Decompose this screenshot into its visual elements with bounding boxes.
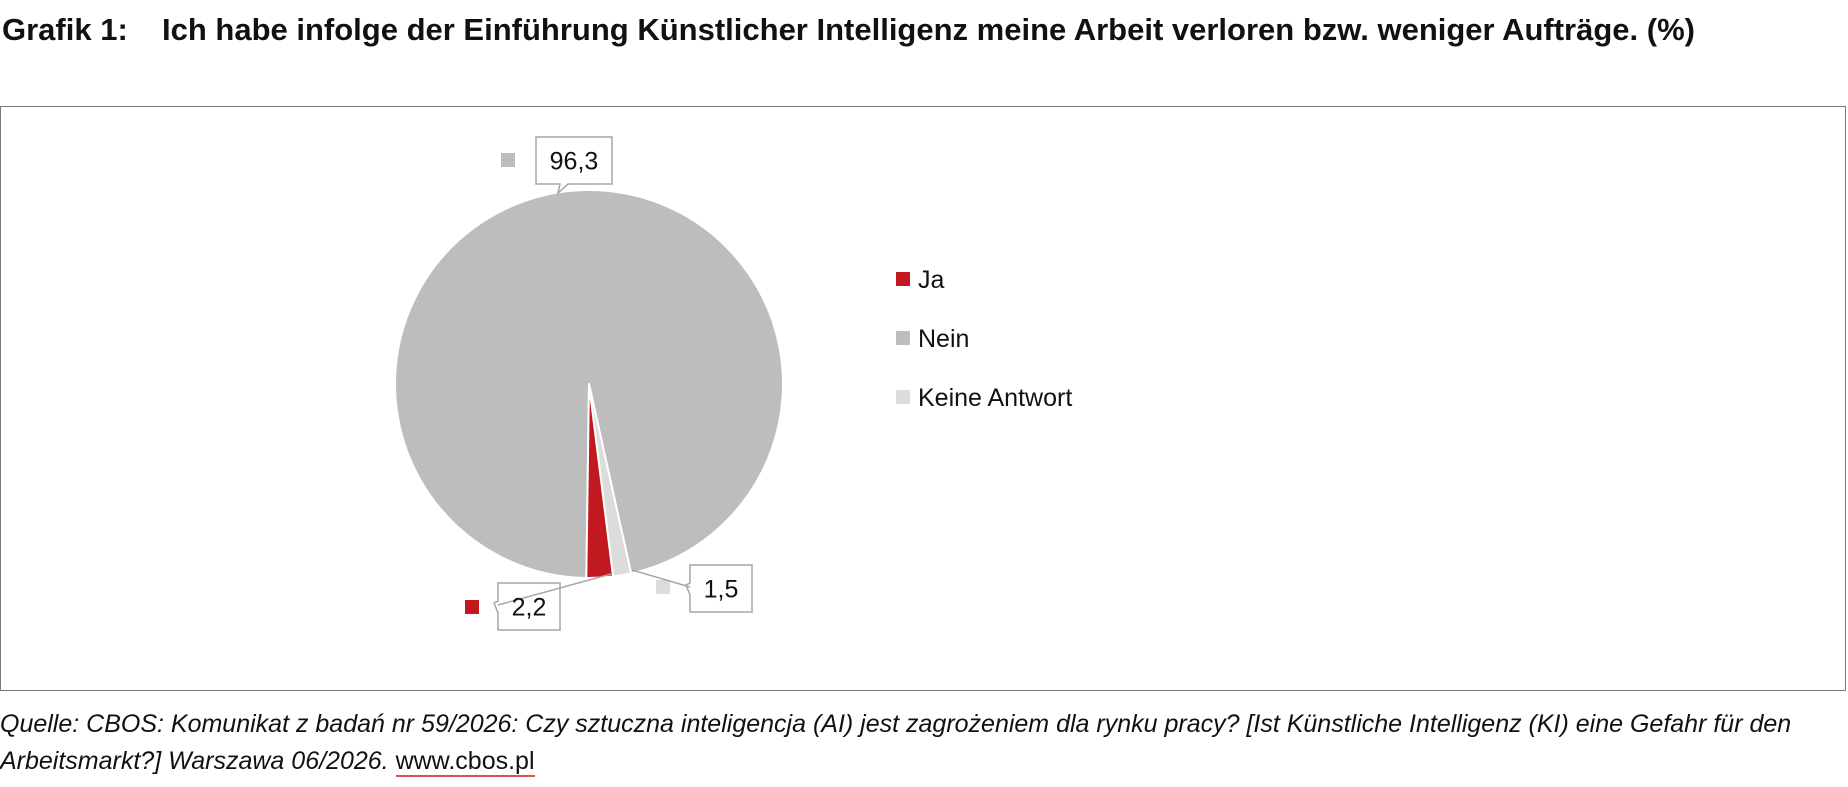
callout-leader-ja bbox=[497, 573, 612, 606]
legend-label-ja: Ja bbox=[918, 266, 945, 294]
chart-frame bbox=[0, 106, 1846, 691]
source-note: Quelle: CBOS: Komunikat z badań nr 59/20… bbox=[0, 706, 1848, 780]
callout-marker-keine-antwort bbox=[656, 580, 670, 594]
data-label-keine-antwort: 1,5 bbox=[704, 576, 739, 604]
source-link[interactable]: www.cbos.pl bbox=[395, 747, 535, 777]
callout-box-keine-antwort bbox=[685, 564, 753, 613]
legend-swatch-ja bbox=[896, 272, 910, 286]
figure-number: Grafik 1: bbox=[2, 12, 128, 47]
figure-title: Ich habe infolge der Einführung Künstlic… bbox=[162, 12, 1695, 47]
callout-leader-keine-antwort bbox=[631, 569, 691, 588]
data-label-nein: 96,3 bbox=[550, 148, 599, 176]
data-label-ja: 2,2 bbox=[512, 594, 547, 622]
pie-slices bbox=[394, 189, 784, 579]
source-text: Quelle: CBOS: Komunikat z badań nr 59/20… bbox=[0, 710, 1792, 775]
callout-marker-ja bbox=[465, 600, 479, 614]
callout-box-ja bbox=[493, 582, 561, 631]
legend: Ja Nein Keine Antwort bbox=[896, 266, 1072, 412]
legend-swatch-nein bbox=[896, 331, 910, 345]
callout-box-nein bbox=[535, 136, 613, 196]
legend-swatch-keine-antwort bbox=[896, 390, 910, 404]
callout-marker-nein bbox=[501, 153, 515, 167]
legend-label-keine-antwort: Keine Antwort bbox=[918, 384, 1072, 412]
legend-label-nein: Nein bbox=[918, 325, 969, 353]
callouts: 96,3 2,2 1,5 bbox=[465, 136, 753, 631]
